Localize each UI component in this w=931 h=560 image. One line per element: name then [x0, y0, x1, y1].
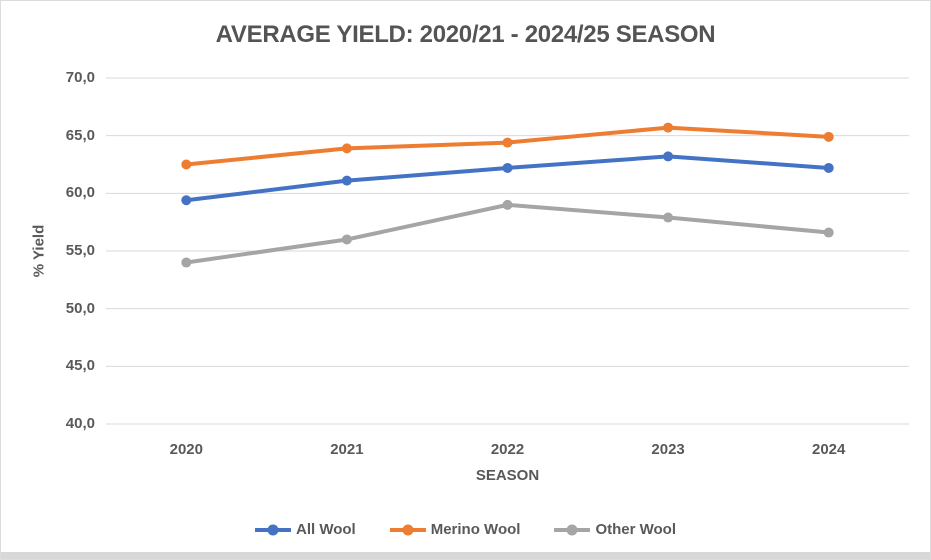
legend-marker-icon — [554, 524, 591, 535]
series-point-other-wool-2022 — [502, 199, 513, 210]
series-line-other-wool — [184, 202, 831, 265]
series-point-other-wool-2023 — [663, 212, 674, 223]
legend-item-all-wool: All Wool — [255, 521, 356, 538]
chart-legend: All Wool Merino Wool Other Wool — [1, 521, 930, 538]
series-point-all-wool-2020 — [181, 195, 192, 206]
legend-label: Merino Wool — [430, 521, 521, 538]
series-point-merino-wool-2021 — [341, 143, 352, 154]
series-point-other-wool-2020 — [181, 257, 192, 268]
series-point-all-wool-2021 — [341, 175, 352, 186]
bottom-strip — [1, 552, 930, 559]
legend-label: All Wool — [296, 521, 356, 538]
series-point-merino-wool-2022 — [502, 137, 513, 148]
x-axis-title: SEASON — [475, 467, 540, 484]
series-point-merino-wool-2020 — [181, 159, 192, 170]
legend-marker-icon — [389, 524, 426, 535]
legend-item-other-wool: Other Wool — [554, 521, 676, 538]
series-point-merino-wool-2024 — [823, 131, 834, 142]
series-point-all-wool-2023 — [663, 151, 674, 162]
series-point-merino-wool-2023 — [663, 122, 674, 133]
legend-label: Other Wool — [595, 521, 676, 538]
series-point-other-wool-2021 — [341, 234, 352, 245]
series-point-all-wool-2024 — [823, 162, 834, 173]
legend-item-merino-wool: Merino Wool — [389, 521, 521, 538]
series-point-other-wool-2024 — [823, 227, 834, 238]
series-point-all-wool-2022 — [502, 162, 513, 173]
chart-title: AVERAGE YIELD: 2020/21 - 2024/25 SEASON — [215, 21, 716, 48]
legend-marker-icon — [255, 524, 291, 535]
